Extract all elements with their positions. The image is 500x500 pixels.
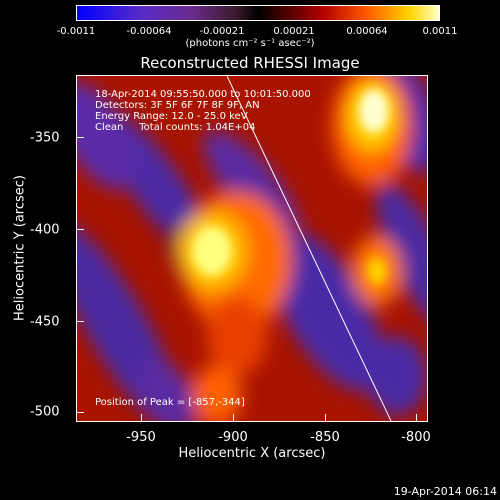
colorbar-tick: -0.00064 <box>126 26 172 37</box>
y-tickmark <box>76 229 84 230</box>
plot-title: Reconstructed RHESSI Image <box>140 54 360 72</box>
colorbar-tick: -0.0011 <box>56 26 96 37</box>
colorbar-tick: 0.00064 <box>346 26 388 37</box>
image-plot: 18-Apr-2014 09:55:50.000 to 10:01:50.000… <box>76 75 428 422</box>
y-tickmark <box>76 321 84 322</box>
y-tick-label: -500 <box>30 404 60 420</box>
y-tickmark <box>76 137 84 138</box>
y-tick-label: -350 <box>30 130 60 146</box>
peak-position: Position of Peak = [-857,-344] <box>95 397 245 408</box>
colorbar-unit: (photons cm⁻² s⁻¹ asec⁻²) <box>185 38 315 49</box>
colorbar-tick: -0.00021 <box>199 26 245 37</box>
x-tick-label: -900 <box>218 430 248 445</box>
solar-image <box>77 76 427 421</box>
colorbar-tick: 0.0011 <box>422 26 458 37</box>
x-tickmark <box>141 414 142 422</box>
info-energy-range: Energy Range: 12.0 - 25.0 keV <box>95 111 248 122</box>
y-tickmark <box>76 412 84 413</box>
colorbar-tick: 0.00021 <box>273 26 315 37</box>
render-timestamp: 19-Apr-2014 06:14 <box>393 485 497 498</box>
info-time-range: 18-Apr-2014 09:55:50.000 to 10:01:50.000 <box>95 89 311 100</box>
x-tick-label: -800 <box>401 430 431 445</box>
x-tickmark <box>233 414 234 422</box>
y-axis-label: Heliocentric Y (arcsec) <box>12 175 28 321</box>
x-tickmark <box>325 414 326 422</box>
x-tickmark <box>416 414 417 422</box>
x-axis-label: Heliocentric X (arcsec) <box>178 446 326 461</box>
colorbar <box>76 5 440 21</box>
info-detectors: Detectors: 3F 5F 6F 7F 8F 9F, AN <box>95 100 260 111</box>
x-tick-label: -850 <box>310 430 340 445</box>
y-tick-label: -400 <box>30 222 60 238</box>
info-counts: Clean Total counts: 1.04E+04 <box>95 122 256 133</box>
y-tick-label: -450 <box>30 314 60 330</box>
x-tick-label: -950 <box>126 430 156 445</box>
